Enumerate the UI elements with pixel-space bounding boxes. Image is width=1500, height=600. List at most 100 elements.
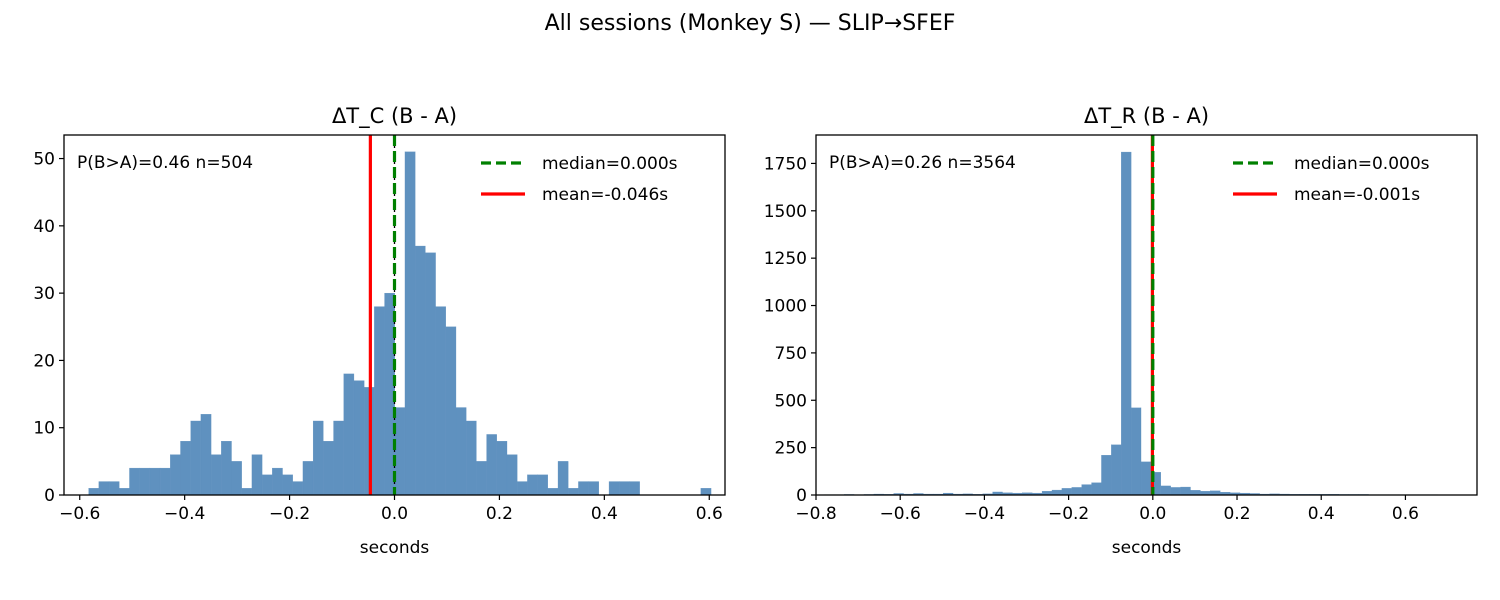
histogram-panel-delta-tc: −0.6 −0.4 −0.2 0.0 0.2 0.4 0.6 0 10 20 30 40 50 ΔT_C … — [33, 104, 726, 558]
histogram-bar — [1190, 490, 1201, 496]
figure-suptitle: All sessions (Monkey S) — SLIP→SFEF — [545, 11, 956, 36]
x-axis-label: seconds — [1112, 538, 1182, 558]
histogram-bar — [190, 420, 202, 496]
y-tick-label: 1500 — [764, 202, 807, 222]
histogram-bar — [353, 380, 365, 496]
histogram-bar — [1170, 487, 1181, 496]
histogram-bar — [547, 488, 559, 496]
y-tick-label: 250 — [775, 439, 807, 459]
x-tick-label: −0.2 — [1048, 504, 1089, 524]
histogram-bar — [272, 467, 283, 496]
x-tick-label: −0.4 — [964, 504, 1005, 524]
histogram-bar — [1071, 487, 1082, 496]
x-tick-label: 0.0 — [381, 504, 408, 524]
histogram-bar — [1180, 486, 1191, 496]
y-tick-label: 0 — [796, 486, 807, 506]
histogram-bar — [404, 151, 416, 496]
histogram-bar — [129, 467, 140, 496]
histogram-bar — [221, 441, 232, 496]
histogram-bar — [568, 488, 579, 496]
stats-annotation: P(B>A)=0.46 n=504 — [77, 153, 253, 173]
y-tick-label: 500 — [775, 391, 807, 411]
histogram-panel-delta-tr: −0.8 −0.6 −0.4 −0.2 0.0 0.2 0.4 0.6 0 250 500 750 10… — [764, 104, 1478, 558]
x-tick-label: 0.4 — [591, 504, 618, 524]
y-tick-label: 40 — [33, 217, 55, 237]
histogram-bar — [700, 488, 712, 496]
histogram-bar — [88, 488, 100, 496]
x-tick-label: −0.6 — [59, 504, 100, 524]
histogram-bar — [159, 467, 171, 496]
x-tick-label: 0.0 — [1139, 504, 1166, 524]
histogram-bar — [282, 474, 293, 496]
x-tick-label: 0.2 — [1223, 504, 1250, 524]
histogram-bar — [333, 420, 344, 496]
y-tick-label: 750 — [775, 344, 807, 364]
y-tick-label: 50 — [33, 150, 55, 170]
histogram-bar — [537, 474, 548, 496]
histogram-bar — [466, 420, 477, 496]
legend: median=0.000s mean=-0.046s — [481, 154, 678, 205]
histogram-bar — [231, 461, 242, 496]
histogram-bar — [1121, 151, 1132, 496]
histogram-bar — [415, 245, 426, 496]
histogram-bar — [343, 373, 355, 496]
histogram-bar — [455, 407, 467, 496]
x-tick-label: 0.4 — [1308, 504, 1335, 524]
x-tick-label: −0.2 — [269, 504, 310, 524]
y-tick-label: 20 — [33, 351, 55, 371]
legend-label: median=0.000s — [1294, 154, 1430, 174]
histogram-bar — [108, 481, 120, 496]
x-tick-label: −0.6 — [880, 504, 921, 524]
y-tick-label: 10 — [33, 419, 55, 439]
histogram-bar — [1091, 482, 1102, 496]
axes-frame — [815, 134, 1478, 496]
histogram-bar — [139, 467, 151, 496]
legend: median=0.000s mean=-0.001s — [1233, 154, 1430, 205]
legend-label: median=0.000s — [542, 154, 678, 174]
histogram-bar — [445, 326, 457, 496]
histogram-bar — [619, 481, 630, 496]
histogram-bar — [1051, 489, 1063, 496]
histogram-bar — [1101, 455, 1112, 496]
histogram-bar — [425, 252, 436, 496]
y-tick-label: 1250 — [764, 249, 807, 269]
x-tick-label: −0.4 — [164, 504, 205, 524]
histogram-bar — [292, 481, 304, 496]
histogram-bar — [608, 481, 620, 496]
y-tick-label: 30 — [33, 284, 55, 304]
histogram-bar — [1160, 485, 1171, 496]
histogram-bar — [394, 407, 406, 496]
y-tick-label: 0 — [44, 486, 55, 506]
histogram-bar — [557, 461, 569, 496]
legend-label: mean=-0.046s — [542, 185, 668, 205]
histogram-bar — [486, 434, 497, 496]
x-tick-label: 0.6 — [696, 504, 723, 524]
histogram-bar — [180, 441, 191, 496]
histogram-bar — [496, 441, 508, 496]
histogram-bar — [629, 481, 640, 496]
stats-annotation: P(B>A)=0.26 n=3564 — [829, 153, 1016, 173]
histogram-bar — [588, 481, 599, 496]
histogram-bar — [302, 461, 314, 496]
histogram-bar — [1081, 484, 1092, 496]
histogram-bar — [1061, 488, 1072, 496]
histogram-bar — [578, 481, 589, 496]
histogram-bar — [527, 474, 538, 496]
histogram-bar — [241, 488, 253, 496]
histogram-bar — [506, 454, 518, 496]
x-tick-label: 0.2 — [486, 504, 513, 524]
histogram-bar — [1140, 461, 1152, 496]
y-tick-label: 1750 — [764, 154, 807, 174]
histogram-bar — [170, 454, 181, 496]
axes-title: ΔT_C (B - A) — [332, 104, 457, 129]
x-tick-label: −0.8 — [795, 504, 836, 524]
histogram-bar — [435, 306, 446, 496]
histogram-bar — [119, 488, 130, 496]
legend-label: mean=-0.001s — [1294, 185, 1420, 205]
axes-title: ΔT_R (B - A) — [1084, 104, 1209, 129]
histogram-bar — [517, 481, 528, 496]
histogram-bar — [251, 454, 263, 496]
y-tick-label: 1000 — [764, 297, 807, 317]
